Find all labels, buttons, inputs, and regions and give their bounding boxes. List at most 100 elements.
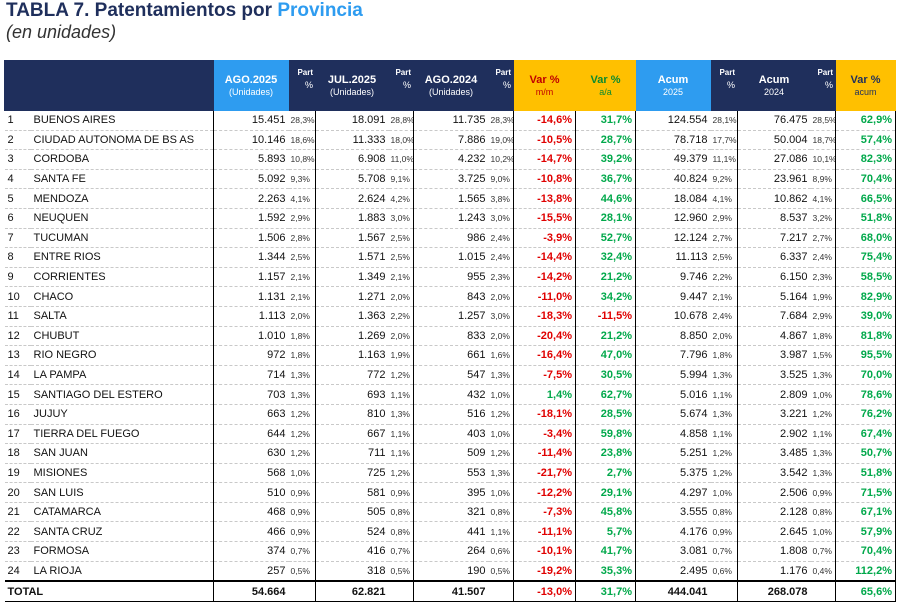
cell: 35,3% xyxy=(575,561,636,582)
cell: 509 xyxy=(413,443,489,464)
cell: 1,3% xyxy=(810,365,836,386)
cell: 568 xyxy=(213,463,289,484)
cell: 0,6% xyxy=(710,561,738,582)
cell: 321 xyxy=(413,502,489,523)
cell: 1,3% xyxy=(710,404,738,425)
cell: 1.808 xyxy=(737,541,811,562)
cell: 3.725 xyxy=(413,169,489,190)
cell: 1.567 xyxy=(315,228,389,249)
cell: 1.506 xyxy=(213,228,289,249)
province: CIUDAD AUTONOMA DE BS AS xyxy=(30,130,214,151)
cell: -19,2% xyxy=(513,561,576,582)
cell: 39,2% xyxy=(575,149,636,170)
cell: 11 xyxy=(4,306,31,327)
total-cell: 62.821 xyxy=(315,580,389,602)
cell: -10,1% xyxy=(513,541,576,562)
cell: 7.684 xyxy=(737,306,811,327)
cell: 10 xyxy=(4,286,31,307)
cell: 1.883 xyxy=(315,208,389,229)
total-cell: 41.507 xyxy=(413,580,489,602)
cell: 833 xyxy=(413,326,489,347)
cell: 5.164 xyxy=(737,286,811,307)
cell: 22 xyxy=(4,521,31,543)
cell: 1,0% xyxy=(810,384,836,405)
cell: 7.796 xyxy=(635,345,711,366)
header-line: AGO.2024 xyxy=(424,73,478,86)
cell: 6.337 xyxy=(737,247,811,268)
header-line: (Unidades) xyxy=(428,86,474,97)
province: SAN JUAN xyxy=(30,443,214,464)
header-blank xyxy=(4,60,214,111)
cell: 11,0% xyxy=(388,149,414,170)
total-label: TOTAL xyxy=(4,580,214,602)
cell: 581 xyxy=(315,482,389,503)
cell: 2,8% xyxy=(288,228,316,249)
cell: 0,9% xyxy=(288,482,316,503)
cell: 1,0% xyxy=(288,463,316,484)
cell: 547 xyxy=(413,365,489,386)
cell: 67,4% xyxy=(835,424,896,445)
cell: 2,5% xyxy=(388,247,414,268)
cell: 16 xyxy=(4,404,31,425)
header-line: % xyxy=(502,80,511,90)
cell: 667 xyxy=(315,424,389,445)
province: SANTA FE xyxy=(30,169,214,190)
province: CORDOBA xyxy=(30,149,214,170)
cell: 5.994 xyxy=(635,365,711,386)
cell: 47,0% xyxy=(575,345,636,366)
cell: 1,8% xyxy=(710,345,738,366)
cell: 1,1% xyxy=(710,384,738,405)
cell: -18,1% xyxy=(513,404,576,425)
header-line: Part xyxy=(719,68,735,77)
cell: 4.858 xyxy=(635,424,711,445)
cell: 1,2% xyxy=(488,443,514,464)
cell: 7.886 xyxy=(413,130,489,151)
cell: 1,3% xyxy=(488,365,514,386)
cell: 21 xyxy=(4,502,31,523)
cell: 1,4% xyxy=(513,384,576,405)
cell: 693 xyxy=(315,384,389,405)
title-highlight: Provincia xyxy=(277,0,363,21)
cell: 0,8% xyxy=(388,502,414,523)
cell: 0,6% xyxy=(488,541,514,562)
header-line: a/a xyxy=(599,86,612,97)
cell: 52,7% xyxy=(575,228,636,249)
column-header: Part% xyxy=(488,60,514,111)
cell: 0,8% xyxy=(810,502,836,523)
cell: 2,3% xyxy=(810,267,836,288)
total-cell: 444.041 xyxy=(635,580,711,602)
cell: 10,8% xyxy=(288,149,316,170)
province: SAN LUIS xyxy=(30,482,214,503)
cell: 553 xyxy=(413,463,489,484)
cell: 78.718 xyxy=(635,130,711,151)
total-empty xyxy=(388,580,414,602)
column-header: Var % a/a xyxy=(575,60,636,111)
table-row: 11 SALTA 1.113 2,0% 1.363 2,2% 1.257 3,0% -18,3%… xyxy=(4,306,896,327)
table-row: 4 SANTA FE 5.092 9,3% 5.708 9,1% 3.725 9,0% -10,… xyxy=(4,169,896,190)
cell: 3.555 xyxy=(635,502,711,523)
cell: 2,5% xyxy=(710,247,738,268)
province: BUENOS AIRES xyxy=(30,110,214,131)
cell: 32,4% xyxy=(575,247,636,268)
cell: 5.893 xyxy=(213,149,289,170)
cell: 2,0% xyxy=(288,306,316,327)
cell: 24 xyxy=(4,561,31,582)
cell: 7.217 xyxy=(737,228,811,249)
cell: 3 xyxy=(4,149,31,170)
total-empty xyxy=(488,580,514,602)
cell: -18,3% xyxy=(513,306,576,327)
cell: 3,0% xyxy=(388,208,414,229)
province: SALTA xyxy=(30,306,214,327)
cell: 9.447 xyxy=(635,286,711,307)
cell: 416 xyxy=(315,541,389,562)
cell: 2,0% xyxy=(488,326,514,347)
cell: 0,8% xyxy=(710,502,738,523)
cell: 1.257 xyxy=(413,306,489,327)
cell: 112,2% xyxy=(835,561,896,582)
table-row: 8 ENTRE RIOS 1.344 2,5% 1.571 2,5% 1.015 2,4% -1… xyxy=(4,247,896,268)
cell: 1,2% xyxy=(388,365,414,386)
cell: 5.092 xyxy=(213,169,289,190)
cell: 1,0% xyxy=(488,482,514,503)
cell: 1.176 xyxy=(737,561,811,582)
